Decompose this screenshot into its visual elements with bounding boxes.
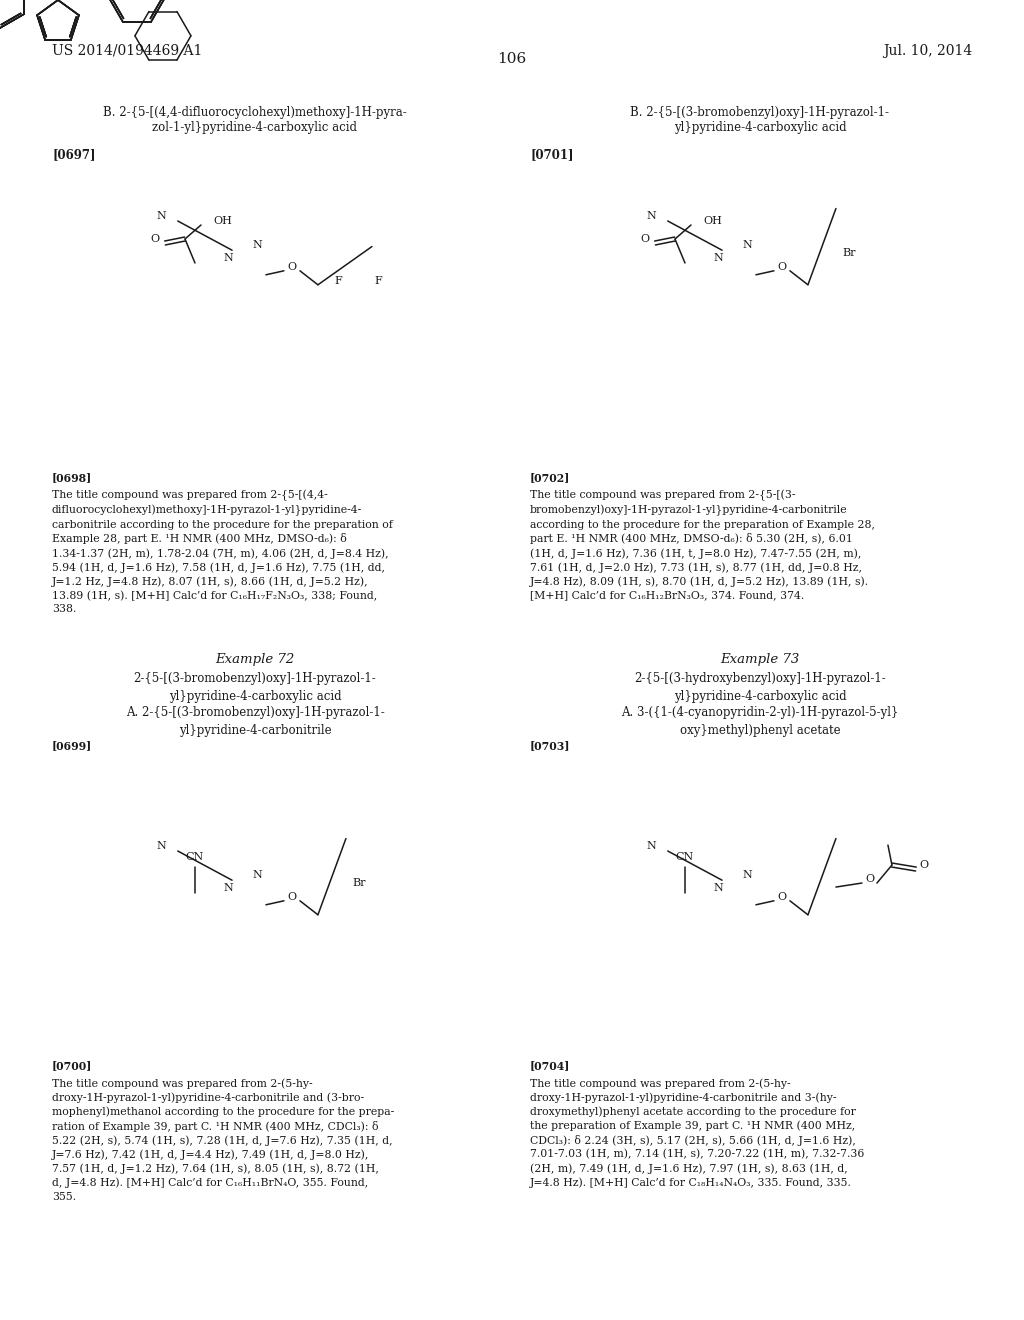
- Text: 2-{5-[(3-bromobenzyl)oxy]-1H-pyrazol-1-
yl}pyridine-4-carboxylic acid: 2-{5-[(3-bromobenzyl)oxy]-1H-pyrazol-1- …: [133, 672, 377, 704]
- Text: [0698]: [0698]: [52, 473, 92, 483]
- Text: N: N: [713, 883, 723, 894]
- Text: Example 72: Example 72: [215, 653, 295, 667]
- Text: O: O: [777, 892, 786, 902]
- Text: Br: Br: [352, 878, 366, 888]
- Text: 2-{5-[(3-hydroxybenzyl)oxy]-1H-pyrazol-1-
yl}pyridine-4-carboxylic acid: 2-{5-[(3-hydroxybenzyl)oxy]-1H-pyrazol-1…: [634, 672, 886, 704]
- Text: N: N: [647, 841, 656, 851]
- Text: N: N: [252, 870, 262, 880]
- Text: O: O: [865, 874, 874, 884]
- Text: CN: CN: [186, 851, 204, 862]
- Text: O: O: [920, 861, 929, 870]
- Text: OH: OH: [213, 216, 231, 226]
- Text: N: N: [157, 841, 167, 851]
- Text: O: O: [288, 261, 297, 272]
- Text: The title compound was prepared from 2-{5-[(3-
bromobenzyl)oxy]-1H-pyrazol-1-yl}: The title compound was prepared from 2-{…: [530, 490, 874, 601]
- Text: N: N: [223, 253, 232, 263]
- Text: O: O: [151, 234, 160, 244]
- Text: O: O: [288, 892, 297, 902]
- Text: A. 3-({1-(4-cyanopyridin-2-yl)-1H-pyrazol-5-yl}
oxy}methyl)phenyl acetate: A. 3-({1-(4-cyanopyridin-2-yl)-1H-pyrazo…: [622, 706, 899, 737]
- Text: B. 2-{5-[(4,4-difluorocyclohexyl)methoxy]-1H-pyra-
zol-1-yl}pyridine-4-carboxyli: B. 2-{5-[(4,4-difluorocyclohexyl)methoxy…: [103, 106, 407, 135]
- Text: [0703]: [0703]: [530, 741, 570, 751]
- Text: F: F: [334, 276, 342, 286]
- Text: [0699]: [0699]: [52, 741, 92, 751]
- Text: The title compound was prepared from 2-{5-[(4,4-
difluorocyclohexyl)methoxy]-1H-: The title compound was prepared from 2-{…: [52, 490, 393, 614]
- Text: [0704]: [0704]: [530, 1060, 570, 1071]
- Text: N: N: [742, 240, 752, 249]
- Text: O: O: [640, 234, 649, 244]
- Text: F: F: [374, 276, 382, 286]
- Text: N: N: [223, 883, 232, 894]
- Text: N: N: [157, 211, 167, 220]
- Text: N: N: [742, 870, 752, 880]
- Text: Jul. 10, 2014: Jul. 10, 2014: [883, 44, 972, 58]
- Text: The title compound was prepared from 2-(5-hy-
droxy-1H-pyrazol-1-yl)pyridine-4-c: The title compound was prepared from 2-(…: [530, 1078, 864, 1188]
- Text: [0697]: [0697]: [52, 148, 95, 161]
- Text: [0702]: [0702]: [530, 473, 570, 483]
- Text: The title compound was prepared from 2-(5-hy-
droxy-1H-pyrazol-1-yl)pyridine-4-c: The title compound was prepared from 2-(…: [52, 1078, 394, 1201]
- Text: N: N: [252, 240, 262, 249]
- Text: US 2014/0194469 A1: US 2014/0194469 A1: [52, 44, 203, 58]
- Text: N: N: [647, 211, 656, 220]
- Text: OH: OH: [703, 216, 722, 226]
- Text: O: O: [777, 261, 786, 272]
- Text: CN: CN: [676, 851, 694, 862]
- Text: [0701]: [0701]: [530, 148, 573, 161]
- Text: Br: Br: [842, 248, 855, 257]
- Text: B. 2-{5-[(3-bromobenzyl)oxy]-1H-pyrazol-1-
yl}pyridine-4-carboxylic acid: B. 2-{5-[(3-bromobenzyl)oxy]-1H-pyrazol-…: [631, 106, 890, 135]
- Text: A. 2-{5-[(3-bromobenzyl)oxy]-1H-pyrazol-1-
yl}pyridine-4-carbonitrile: A. 2-{5-[(3-bromobenzyl)oxy]-1H-pyrazol-…: [126, 706, 384, 737]
- Text: [0700]: [0700]: [52, 1060, 92, 1071]
- Text: Example 73: Example 73: [720, 653, 800, 667]
- Text: 106: 106: [498, 51, 526, 66]
- Text: N: N: [713, 253, 723, 263]
